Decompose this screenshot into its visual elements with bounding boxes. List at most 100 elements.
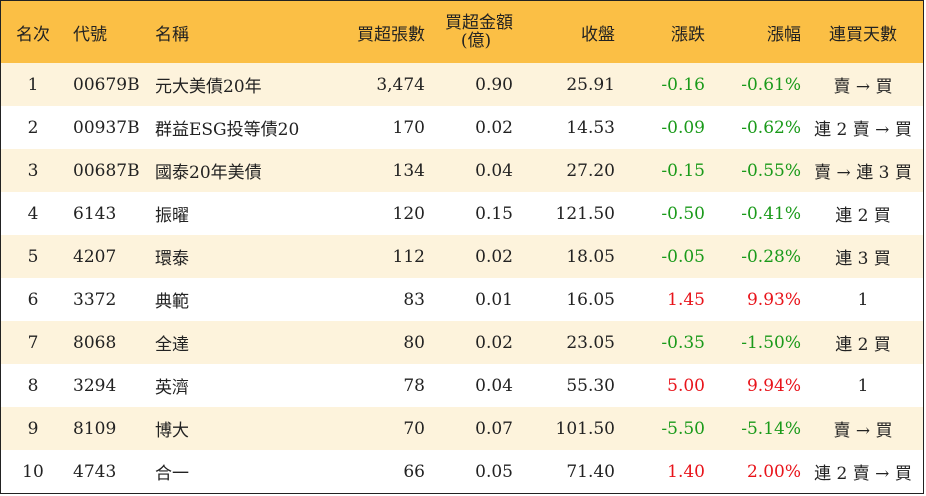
cell-change-pct: -5.14%	[705, 407, 801, 450]
cell-change-pct: 9.94%	[705, 364, 801, 407]
table-row: 4 6143 振曜 120 0.15 121.50 -0.50 -0.41% 連…	[1, 192, 923, 235]
cell-code[interactable]: 00937B	[65, 106, 145, 149]
value-change-pct: 2.00%	[746, 461, 801, 482]
value-buy-amount: 0.02	[475, 117, 513, 138]
value-change: -0.09	[661, 117, 705, 138]
cell-name[interactable]: 英濟	[145, 364, 335, 407]
cell-name[interactable]: 國泰20年美債	[145, 149, 335, 192]
header-name: 名稱	[155, 24, 189, 45]
value-change-pct: -0.62%	[741, 117, 801, 138]
table-row: 2 00937B 群益ESG投等債20 170 0.02 14.53 -0.09…	[1, 106, 923, 149]
value-close: 25.91	[566, 74, 615, 95]
value-change: -0.05	[661, 246, 705, 267]
value-change-pct: 9.93%	[746, 289, 801, 310]
value-buy-amount: 0.04	[475, 375, 513, 396]
cell-change: -0.09	[615, 106, 705, 149]
value-name: 合一	[155, 464, 189, 484]
cell-rank: 3	[1, 149, 65, 192]
cell-name[interactable]: 振曜	[145, 192, 335, 235]
cell-close: 25.91	[513, 63, 615, 106]
value-buy-amount: 0.04	[475, 160, 513, 181]
cell-code[interactable]: 4207	[65, 235, 145, 278]
value-buy-amount: 0.15	[475, 203, 513, 224]
cell-consecutive-days: 賣 → 買	[801, 63, 923, 106]
cell-buy-amount: 0.05	[425, 450, 513, 493]
cell-change: 5.00	[615, 364, 705, 407]
cell-change: -0.35	[615, 321, 705, 364]
header-change-pct: 漲幅	[767, 24, 801, 45]
cell-buy-lots: 70	[335, 407, 425, 450]
table-row: 5 4207 環泰 112 0.02 18.05 -0.05 -0.28% 連 …	[1, 235, 923, 278]
value-change-pct: 9.94%	[746, 375, 801, 396]
value-rank: 7	[27, 332, 39, 353]
cell-name[interactable]: 典範	[145, 278, 335, 321]
header-code: 代號	[73, 24, 107, 45]
cell-consecutive-days: 連 3 買	[801, 235, 923, 278]
value-buy-lots: 70	[403, 418, 425, 439]
value-change: 1.45	[667, 289, 705, 310]
cell-code[interactable]: 6143	[65, 192, 145, 235]
value-close: 121.50	[555, 203, 615, 224]
table-row: 7 8068 全達 80 0.02 23.05 -0.35 -1.50% 連 2…	[1, 321, 923, 364]
cell-close: 23.05	[513, 321, 615, 364]
cell-buy-lots: 3,474	[335, 63, 425, 106]
cell-change: 1.40	[615, 450, 705, 493]
cell-change: -0.50	[615, 192, 705, 235]
cell-name[interactable]: 全達	[145, 321, 335, 364]
cell-code[interactable]: 00687B	[65, 149, 145, 192]
value-days: 賣 → 連 3 買	[814, 163, 912, 183]
cell-code[interactable]: 3372	[65, 278, 145, 321]
value-close: 14.53	[566, 117, 615, 138]
value-close: 71.40	[566, 461, 615, 482]
value-change-pct: -0.28%	[741, 246, 801, 267]
cell-buy-amount: 0.90	[425, 63, 513, 106]
header-close: 收盤	[581, 24, 615, 45]
cell-code[interactable]: 00679B	[65, 63, 145, 106]
cell-change-pct: -0.62%	[705, 106, 801, 149]
value-buy-lots: 83	[403, 289, 425, 310]
cell-consecutive-days: 連 2 賣 → 買	[801, 106, 923, 149]
value-buy-amount: 0.05	[475, 461, 513, 482]
cell-code[interactable]: 8068	[65, 321, 145, 364]
value-change-pct: -1.50%	[741, 332, 801, 353]
header-row: 名次 代號 名稱 買超張數 買超金額 (億) 收盤 漲跌 漲幅 連買天數	[1, 1, 923, 63]
cell-code[interactable]: 4743	[65, 450, 145, 493]
cell-rank: 6	[1, 278, 65, 321]
cell-name[interactable]: 博大	[145, 407, 335, 450]
value-days: 1	[857, 289, 869, 310]
cell-buy-lots: 170	[335, 106, 425, 149]
value-name: 振曜	[155, 206, 189, 226]
value-days: 連 2 賣 → 買	[814, 120, 912, 140]
value-rank: 9	[27, 418, 39, 439]
value-buy-amount: 0.02	[475, 246, 513, 267]
cell-code[interactable]: 3294	[65, 364, 145, 407]
value-rank: 8	[27, 375, 39, 396]
cell-name[interactable]: 元大美債20年	[145, 63, 335, 106]
value-change: -0.16	[661, 74, 705, 95]
value-name: 全達	[155, 335, 189, 355]
cell-consecutive-days: 1	[801, 364, 923, 407]
cell-buy-lots: 134	[335, 149, 425, 192]
value-buy-lots: 120	[392, 203, 425, 224]
cell-change-pct: -0.28%	[705, 235, 801, 278]
cell-code[interactable]: 8109	[65, 407, 145, 450]
value-change: -0.35	[661, 332, 705, 353]
cell-rank: 5	[1, 235, 65, 278]
value-close: 18.05	[566, 246, 615, 267]
cell-name[interactable]: 群益ESG投等債20	[145, 106, 335, 149]
value-days: 連 2 買	[835, 335, 891, 355]
value-code: 3294	[73, 375, 117, 396]
cell-consecutive-days: 賣 → 買	[801, 407, 923, 450]
value-change: -0.15	[661, 160, 705, 181]
cell-change-pct: -0.55%	[705, 149, 801, 192]
cell-name[interactable]: 環泰	[145, 235, 335, 278]
cell-name[interactable]: 合一	[145, 450, 335, 493]
value-close: 27.20	[566, 160, 615, 181]
value-rank: 4	[27, 203, 39, 224]
value-code: 00687B	[73, 160, 140, 181]
cell-change: -0.15	[615, 149, 705, 192]
value-rank: 2	[27, 117, 39, 138]
value-buy-lots: 170	[392, 117, 425, 138]
cell-buy-lots: 78	[335, 364, 425, 407]
cell-change-pct: -0.61%	[705, 63, 801, 106]
